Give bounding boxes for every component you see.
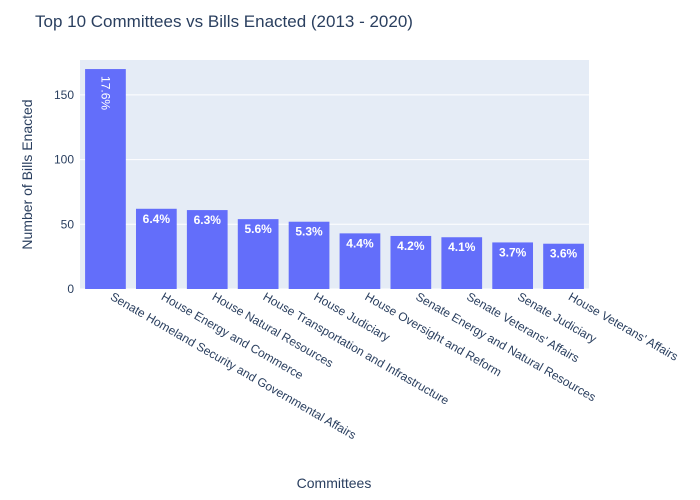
bar-data-label: 4.1% [448,240,476,254]
y-axis-ticks: 0 50 100 150 [54,88,74,296]
y-tick-label: 0 [67,282,74,296]
y-axis-label: Number of Bills Enacted [19,99,35,249]
bar [186,210,228,289]
x-axis-label: Committees [297,475,372,491]
y-tick-label: 150 [54,88,74,102]
bar-data-label: 17.6% [98,76,112,110]
bar-data-label: 6.3% [194,213,222,227]
bar [390,235,432,289]
bar [237,219,279,289]
bar [288,221,330,289]
y-tick-label: 50 [61,217,75,231]
bars: 17.6% 6.4% 6.3% 5.6% 5.3% 4.4% 4.2% 4.1% 3.7% 3.6… [85,69,584,290]
bar [492,242,534,289]
bar-data-label: 4.2% [397,239,425,253]
y-tick-label: 100 [54,153,74,167]
bar-data-label: 4.4% [346,236,374,250]
bar [85,69,126,290]
bar [135,208,177,289]
bar-data-label: 5.6% [244,222,272,236]
bar-data-label: 3.6% [550,247,578,261]
bar [441,237,483,289]
chart-title: Top 10 Committees vs Bills Enacted (2013… [35,12,413,31]
x-axis-ticks: Senate Homeland Security and Governmenta… [108,289,681,442]
bar [543,243,584,289]
bar [339,233,381,289]
bar-data-label: 3.7% [499,245,527,259]
bar-data-label: 6.4% [143,212,171,226]
bar-data-label: 5.3% [295,225,323,239]
